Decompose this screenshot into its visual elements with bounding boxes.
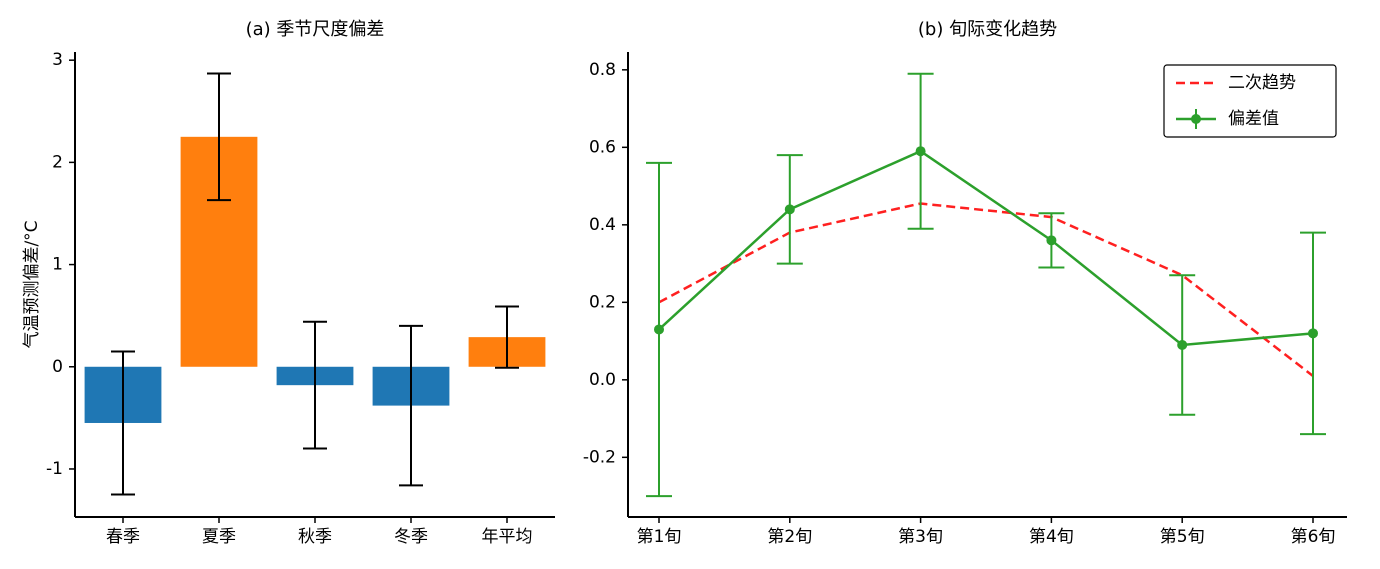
x-tick-label: 第3旬 xyxy=(898,527,943,547)
x-tick-label: 春季 xyxy=(106,527,140,547)
y-tick-label: 0.2 xyxy=(589,292,616,312)
y-tick-label: 2 xyxy=(52,152,63,172)
x-tick-label: 冬季 xyxy=(394,527,428,547)
x-tick-label: 夏季 xyxy=(202,527,236,547)
marker xyxy=(1308,328,1318,339)
x-tick-label: 第4旬 xyxy=(1029,527,1074,547)
legend-label: 偏差值 xyxy=(1228,109,1279,129)
marker xyxy=(784,204,795,215)
marker xyxy=(654,324,664,335)
y-tick-label: 0.8 xyxy=(589,60,616,80)
line xyxy=(658,202,1314,377)
y-tick-label: 0 xyxy=(52,357,63,377)
x-tick-label: 秋季 xyxy=(298,527,332,547)
y-tick-label: 1 xyxy=(52,255,63,275)
x-tick-label: 第2旬 xyxy=(767,527,812,547)
chart-title: (b) 旬际变化趋势 xyxy=(918,19,1057,40)
chart-title: (a) 季节尺度偏差 xyxy=(246,19,385,40)
x-tick-label: 第6旬 xyxy=(1291,527,1336,547)
y-tick-label: 0.4 xyxy=(589,215,616,235)
y-axis-label: 气温预测偏差/°C xyxy=(22,220,42,348)
y-tick-label: 3 xyxy=(52,50,63,70)
y-tick-label: -0.2 xyxy=(583,447,616,467)
legend-label: 二次趋势 xyxy=(1228,73,1296,93)
marker xyxy=(1177,339,1188,350)
x-tick-label: 年平均 xyxy=(482,527,533,547)
x-tick-label: 第5旬 xyxy=(1160,527,1205,547)
marker xyxy=(1046,235,1057,246)
marker xyxy=(915,146,926,157)
x-tick-label: 第1旬 xyxy=(637,527,682,547)
line xyxy=(658,149,1314,347)
y-tick-label: 0.0 xyxy=(589,370,616,390)
legend-swatch xyxy=(1191,114,1201,124)
y-tick-label: 0.6 xyxy=(589,137,616,157)
y-tick-label: -1 xyxy=(46,459,63,479)
